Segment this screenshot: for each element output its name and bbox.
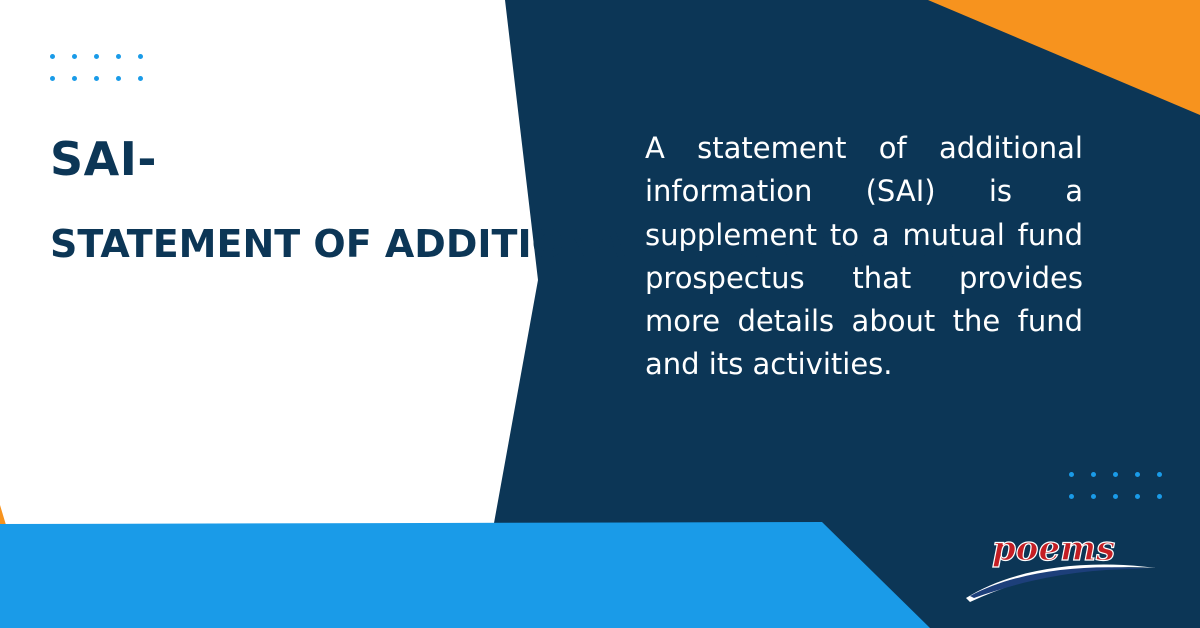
description-text: A statement of additional information (S… — [645, 131, 1083, 382]
blue-band-bottom — [0, 522, 930, 628]
dot-grid-icon-top — [50, 54, 143, 81]
title-full-name: STATEMENT OF ADDITIONAL INFORMATION — [50, 222, 965, 266]
title-abbreviation: SAI- — [50, 132, 157, 186]
logo-swoosh-inner-icon — [970, 567, 1150, 598]
navy-panel — [475, 0, 1200, 628]
orange-triangle-top — [928, 0, 1200, 115]
orange-sliver-left — [0, 505, 6, 525]
title-block: SAI- STATEMENT OF ADDITIONAL INFORMATION — [50, 128, 965, 273]
dot-grid-icon-bottom — [1069, 472, 1162, 499]
logo-text: poems — [992, 529, 1115, 569]
poems-logo: poems — [966, 528, 1156, 602]
